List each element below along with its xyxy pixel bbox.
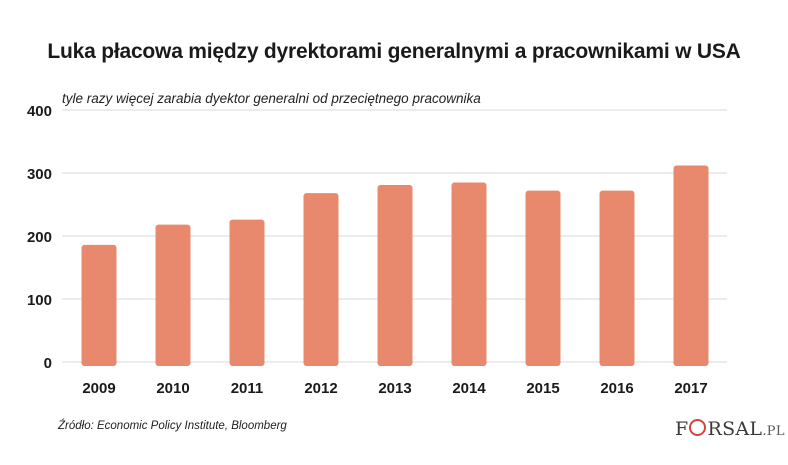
x-tick-label: 2017 (674, 380, 707, 397)
bar-2013 (377, 184, 413, 366)
x-tick-label: 2014 (452, 380, 486, 397)
y-tick-label: 100 (27, 292, 52, 309)
bar-2012 (303, 193, 339, 366)
forsal-logo: F RSAL.PL (675, 418, 785, 440)
bar-2016 (599, 190, 635, 366)
x-axis-ticks: 2009 2010 2011 2012 2013 2014 2015 2016 2017 (82, 380, 707, 397)
x-tick-label: 2009 (82, 380, 115, 397)
bar-2010 (155, 224, 191, 366)
y-tick-label: 400 (27, 103, 52, 120)
logo-suffix: .PL (762, 424, 785, 439)
logo-text-left: F (675, 418, 689, 440)
y-tick-label: 300 (27, 166, 52, 183)
chart-title: Luka płacowa między dyrektorami generaln… (47, 40, 741, 63)
x-tick-label: 2011 (231, 380, 264, 397)
source-note: Źródło: Economic Policy Institute, Bloom… (58, 420, 287, 432)
bar-2011 (229, 219, 265, 366)
x-tick-label: 2016 (600, 380, 633, 397)
y-tick-label: 0 (44, 355, 52, 372)
y-tick-label: 200 (27, 229, 52, 246)
logo-text-right: RSAL (707, 418, 763, 440)
bar-2009 (81, 244, 117, 366)
bars (81, 165, 709, 366)
x-tick-label: 2013 (378, 380, 411, 397)
chart-subtitle: tyle razy więcej zarabia dyektor general… (62, 91, 481, 106)
bar-2015 (525, 190, 561, 366)
x-tick-label: 2012 (304, 380, 337, 397)
x-tick-label: 2010 (156, 380, 189, 397)
bar-2017 (673, 165, 709, 366)
y-axis-ticks: 0 100 200 300 400 (27, 103, 52, 372)
bar-2014 (451, 182, 487, 366)
logo-circle-icon (689, 419, 707, 436)
x-tick-label: 2015 (526, 380, 559, 397)
